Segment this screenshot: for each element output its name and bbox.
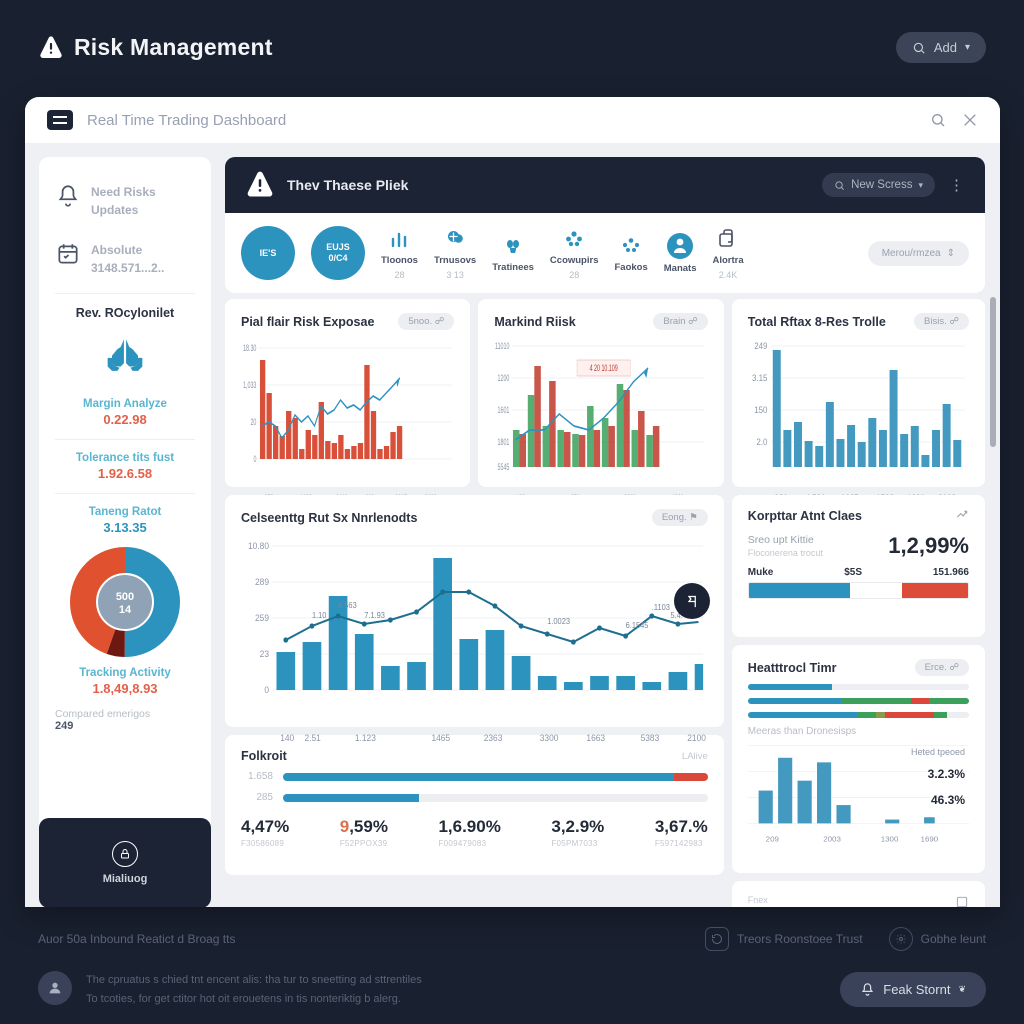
- svg-text:500: 500: [116, 591, 134, 603]
- svg-text:289: 289: [255, 577, 269, 587]
- svg-text:140: 140: [280, 733, 294, 743]
- svg-text:0: 0: [264, 685, 269, 695]
- svg-text:14: 14: [119, 604, 132, 616]
- svg-text:1801: 1801: [498, 436, 510, 447]
- svg-text:11010: 11010: [495, 340, 509, 351]
- svg-text:23: 23: [260, 649, 269, 659]
- svg-text:5545: 5545: [498, 461, 510, 472]
- svg-text:3300: 3300: [540, 733, 559, 743]
- svg-text:10.80: 10.80: [248, 541, 269, 551]
- svg-text:20: 20: [250, 416, 256, 427]
- svg-text:7.1.93: 7.1.93: [364, 611, 385, 620]
- svg-text:2.51: 2.51: [304, 733, 320, 743]
- svg-text:2.0: 2.0: [756, 437, 767, 448]
- svg-text:1663: 1663: [586, 733, 605, 743]
- svg-text:249: 249: [754, 341, 768, 352]
- svg-text:1200: 1200: [498, 372, 510, 383]
- svg-text:2363: 2363: [484, 733, 503, 743]
- svg-text:8.563: 8.563: [338, 601, 357, 610]
- svg-text:.1103: .1103: [652, 603, 670, 612]
- svg-text:1.10: 1.10: [312, 611, 327, 620]
- svg-text:1300: 1300: [881, 835, 899, 844]
- svg-text:209: 209: [765, 835, 778, 844]
- svg-text:259: 259: [255, 613, 269, 623]
- svg-text:0: 0: [253, 453, 256, 464]
- svg-text:4 20 10.109: 4 20 10.109: [590, 362, 618, 373]
- svg-text:2100: 2100: [687, 733, 706, 743]
- svg-text:2003: 2003: [823, 835, 841, 844]
- svg-text:6.1545: 6.1545: [626, 621, 649, 630]
- svg-text:150: 150: [754, 405, 768, 416]
- svg-text:1,033: 1,033: [243, 379, 256, 390]
- svg-text:1690: 1690: [920, 835, 938, 844]
- svg-text:5383: 5383: [641, 733, 660, 743]
- svg-text:1.123: 1.123: [355, 733, 376, 743]
- svg-text:1601: 1601: [498, 404, 510, 415]
- svg-text:1465: 1465: [431, 733, 450, 743]
- svg-text:1.0023: 1.0023: [547, 617, 570, 626]
- svg-text:18.30: 18.30: [243, 342, 256, 353]
- svg-text:3.15: 3.15: [752, 373, 768, 384]
